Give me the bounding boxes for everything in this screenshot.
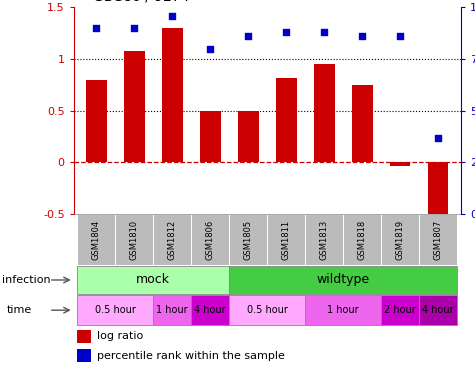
Bar — [77, 214, 115, 265]
Point — [93, 25, 100, 31]
Text: 2 hour: 2 hour — [384, 305, 416, 315]
Bar — [191, 214, 229, 265]
Bar — [419, 295, 457, 325]
Bar — [352, 85, 372, 163]
Text: 1 hour: 1 hour — [156, 305, 188, 315]
Point — [434, 135, 442, 141]
Text: GSM1812: GSM1812 — [168, 220, 177, 260]
Bar — [305, 214, 343, 265]
Bar — [77, 295, 153, 325]
Bar — [77, 349, 91, 362]
Bar — [115, 214, 153, 265]
Text: infection: infection — [2, 275, 51, 285]
Text: GSM1818: GSM1818 — [358, 220, 367, 260]
Bar — [381, 214, 419, 265]
Text: GDS80 / 9274: GDS80 / 9274 — [93, 0, 189, 4]
Point — [131, 25, 138, 31]
Point — [245, 33, 252, 39]
Bar — [124, 51, 145, 163]
Bar — [86, 80, 107, 163]
Text: GSM1804: GSM1804 — [92, 220, 101, 260]
Text: GSM1807: GSM1807 — [434, 220, 443, 260]
Bar — [267, 214, 305, 265]
Bar — [238, 111, 259, 163]
Text: 0.5 hour: 0.5 hour — [247, 305, 288, 315]
Bar — [162, 28, 183, 163]
Point — [282, 29, 290, 35]
Text: 1 hour: 1 hour — [327, 305, 359, 315]
Bar — [276, 78, 296, 163]
Text: percentile rank within the sample: percentile rank within the sample — [97, 351, 285, 361]
Bar — [200, 111, 221, 163]
Text: 0.5 hour: 0.5 hour — [95, 305, 136, 315]
Text: GSM1810: GSM1810 — [130, 220, 139, 260]
Point — [207, 46, 214, 52]
Text: GSM1811: GSM1811 — [282, 220, 291, 260]
Bar — [229, 295, 305, 325]
Bar — [77, 330, 91, 343]
Bar — [428, 163, 448, 223]
Bar — [390, 163, 410, 165]
Text: time: time — [7, 305, 32, 315]
Bar — [77, 266, 229, 294]
Point — [320, 29, 328, 35]
Text: GSM1819: GSM1819 — [396, 220, 405, 260]
Text: mock: mock — [136, 273, 171, 287]
Point — [169, 13, 176, 19]
Text: 4 hour: 4 hour — [422, 305, 454, 315]
Bar — [153, 295, 191, 325]
Bar — [191, 295, 229, 325]
Text: GSM1813: GSM1813 — [320, 220, 329, 260]
Text: GSM1805: GSM1805 — [244, 220, 253, 260]
Bar — [229, 214, 267, 265]
Bar — [343, 214, 381, 265]
Bar — [229, 266, 457, 294]
Point — [396, 33, 404, 39]
Bar — [314, 64, 334, 163]
Text: log ratio: log ratio — [97, 331, 143, 341]
Text: GSM1806: GSM1806 — [206, 220, 215, 260]
Bar — [153, 214, 191, 265]
Point — [358, 33, 366, 39]
Bar — [305, 295, 381, 325]
Bar — [381, 295, 419, 325]
Bar — [419, 214, 457, 265]
Text: 4 hour: 4 hour — [194, 305, 226, 315]
Text: wildtype: wildtype — [316, 273, 370, 287]
